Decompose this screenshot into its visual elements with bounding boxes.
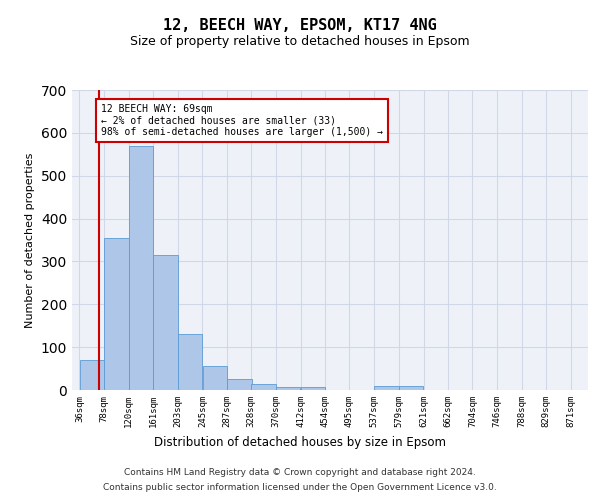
Bar <box>153 255 178 390</box>
Text: Contains HM Land Registry data © Crown copyright and database right 2024.: Contains HM Land Registry data © Crown c… <box>124 468 476 477</box>
Text: 12, BEECH WAY, EPSOM, KT17 4NG: 12, BEECH WAY, EPSOM, KT17 4NG <box>163 18 437 32</box>
Bar <box>399 386 424 390</box>
Bar <box>276 387 301 390</box>
Text: Size of property relative to detached houses in Epsom: Size of property relative to detached ho… <box>130 35 470 48</box>
Bar <box>104 238 128 390</box>
Bar <box>203 366 227 390</box>
Bar <box>374 386 399 390</box>
Bar <box>227 380 251 390</box>
Bar <box>301 387 325 390</box>
Bar <box>129 146 154 390</box>
Text: Distribution of detached houses by size in Epsom: Distribution of detached houses by size … <box>154 436 446 449</box>
Bar <box>80 360 104 390</box>
Bar <box>251 384 276 390</box>
Text: Contains public sector information licensed under the Open Government Licence v3: Contains public sector information licen… <box>103 483 497 492</box>
Bar <box>178 334 202 390</box>
Y-axis label: Number of detached properties: Number of detached properties <box>25 152 35 328</box>
Text: 12 BEECH WAY: 69sqm
← 2% of detached houses are smaller (33)
98% of semi-detache: 12 BEECH WAY: 69sqm ← 2% of detached hou… <box>101 104 383 137</box>
